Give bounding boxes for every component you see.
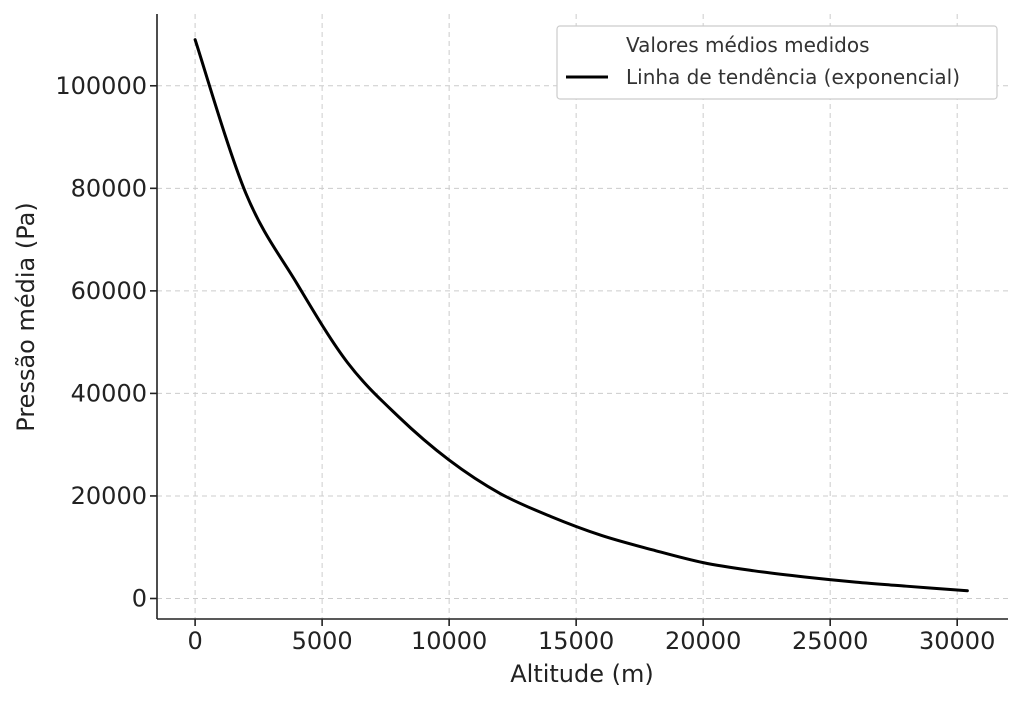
x-tick-label: 30000 bbox=[919, 627, 995, 655]
x-tick-label: 0 bbox=[187, 627, 202, 655]
y-tick-label: 100000 bbox=[55, 72, 147, 100]
legend-marker-measured bbox=[582, 40, 592, 50]
y-tick-label: 40000 bbox=[71, 379, 147, 407]
series-line-trend bbox=[193, 38, 969, 593]
x-axis-title: Altitude (m) bbox=[510, 660, 654, 688]
legend: Valores médios medidos Linha de tendênci… bbox=[556, 25, 998, 100]
x-tick-label: 20000 bbox=[665, 627, 741, 655]
y-tick-label: 20000 bbox=[71, 482, 147, 510]
x-tick-label: 15000 bbox=[538, 627, 614, 655]
x-tick-label: 5000 bbox=[292, 627, 353, 655]
legend-label-measured: Valores médios medidos bbox=[626, 33, 870, 57]
legend-box bbox=[556, 25, 998, 100]
x-tick-label: 10000 bbox=[411, 627, 487, 655]
ticks: 0 5000 10000 15000 20000 25000 30000 0 20000 4000… bbox=[55, 72, 995, 655]
y-tick-label: 80000 bbox=[71, 174, 147, 202]
y-tick-label: 60000 bbox=[71, 277, 147, 305]
legend-entry-measured: Valores médios medidos bbox=[582, 33, 870, 57]
y-axis-title: Pressão média (Pa) bbox=[12, 202, 40, 431]
series bbox=[193, 38, 969, 593]
y-tick-label: 0 bbox=[132, 584, 147, 612]
axes bbox=[156, 14, 1008, 620]
x-tick-label: 25000 bbox=[792, 627, 868, 655]
legend-entry-trend: Linha de tendência (exponencial) bbox=[566, 65, 960, 89]
legend-label-trend: Linha de tendência (exponencial) bbox=[626, 65, 960, 89]
